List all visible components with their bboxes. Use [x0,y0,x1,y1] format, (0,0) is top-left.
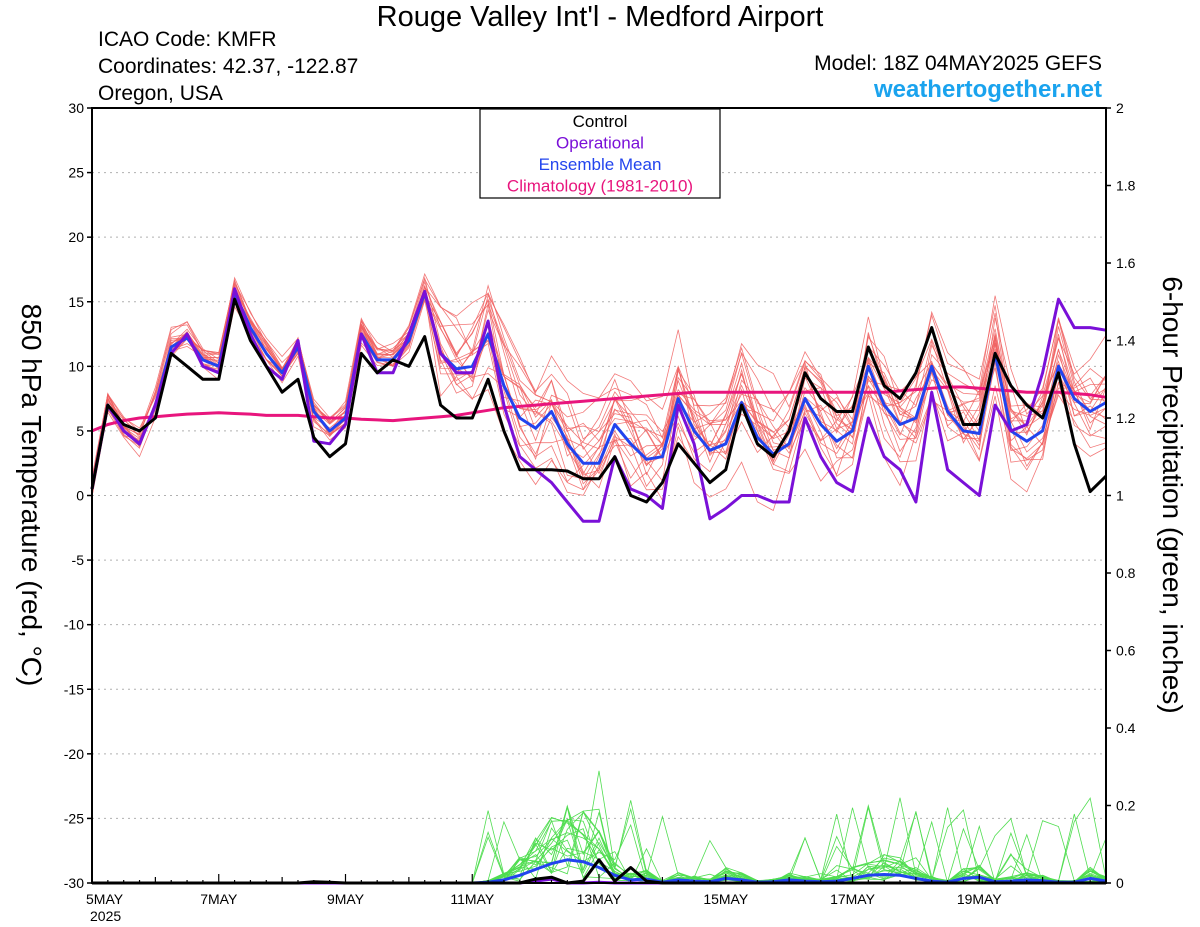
climatology-1981-2010-temp-line [91,385,1107,433]
temperature-member-line [91,284,1107,490]
temperature-member-line [91,282,1107,489]
y2-tick-label: 0.4 [1116,720,1136,736]
y-tick-label: -30 [64,875,84,891]
ensemble-members [91,272,1107,884]
ensemble-mean-temp-line [90,291,1107,490]
precip-member-line [92,817,1107,884]
precip-member-line [92,819,1107,884]
x-tick-sublabel: 2025 [90,908,121,924]
x-tick-label: 19MAY [957,891,1003,907]
icao-code: ICAO Code: KMFR [98,28,277,51]
y-tick-label: 15 [68,294,84,310]
gridlines [92,172,1106,819]
legend: Control Operational Ensemble Mean Climatolo… [479,108,721,199]
precip-member-line [92,797,1107,884]
model-run: Model: 18Z 04MAY2025 GEFS [814,52,1102,75]
y-tick-label: -15 [64,681,84,697]
y-tick-label: -5 [72,552,85,568]
legend-entry: Operational [556,134,644,153]
y2-tick-label: 2 [1116,100,1124,116]
page-title: Rouge Valley Int'l - Medford Airport [376,1,824,33]
site-brand: weathertogether.net [873,76,1102,103]
plot-frame [91,107,1107,884]
x-tick-label: 13MAY [577,891,623,907]
x-tick-label: 9MAY [327,891,365,907]
control-temp-line [90,297,1108,504]
legend-entry: Control [573,112,628,131]
y-tick-label: 5 [76,423,84,439]
y-tick-label: 25 [68,165,84,181]
precip-member-line [92,811,1107,884]
y2-tick-label: 1.8 [1116,178,1136,194]
y2-axis-label: 6-hour Precipitation (green, inches) [1157,276,1188,713]
y-tick-label: 20 [68,229,84,245]
precip-member-line [92,810,1107,884]
y-tick-label: 30 [68,100,84,116]
temperature-member-line [91,285,1107,486]
region: Oregon, USA [98,82,223,105]
y-tick-label: -10 [64,617,84,633]
y2-tick-label: 0.8 [1116,565,1136,581]
x-tick-label: 15MAY [703,891,749,907]
precip-member-line [92,812,1107,884]
x-tick-label: 7MAY [200,891,238,907]
y2-tick-label: 0.6 [1116,643,1136,659]
y2-tick-label: 0.2 [1116,798,1136,814]
y2-tick-label: 1 [1116,488,1124,504]
temperature-member-line [91,289,1107,486]
y-tick-label: 0 [76,488,84,504]
axes: -30-25-20-15-10-505101520253000.20.40.60… [16,100,1188,924]
precip-member-line [92,807,1107,884]
legend-entry: Ensemble Mean [539,155,662,174]
y2-tick-label: 1.4 [1116,333,1136,349]
legend-box [479,108,721,199]
x-tick-label: 17MAY [830,891,876,907]
legend-entry: Climatology (1981-2010) [507,177,693,196]
y-tick-label: -20 [64,746,84,762]
x-tick-label: 5MAY [86,891,124,907]
y-axis-label: 850 hPa Temperature (red, °C) [16,304,47,687]
y-tick-label: -25 [64,810,84,826]
y2-tick-label: 0 [1116,875,1124,891]
temperature-member-line [91,286,1107,496]
temperature-member-line [91,289,1107,491]
x-tick-label: 11MAY [450,891,494,907]
y-tick-label: 10 [68,358,84,374]
y2-tick-label: 1.6 [1116,255,1136,271]
precip-member-line [92,809,1107,884]
main-series [90,287,1108,885]
y2-tick-label: 1.2 [1116,410,1136,426]
coordinates: Coordinates: 42.37, -122.87 [98,55,359,78]
